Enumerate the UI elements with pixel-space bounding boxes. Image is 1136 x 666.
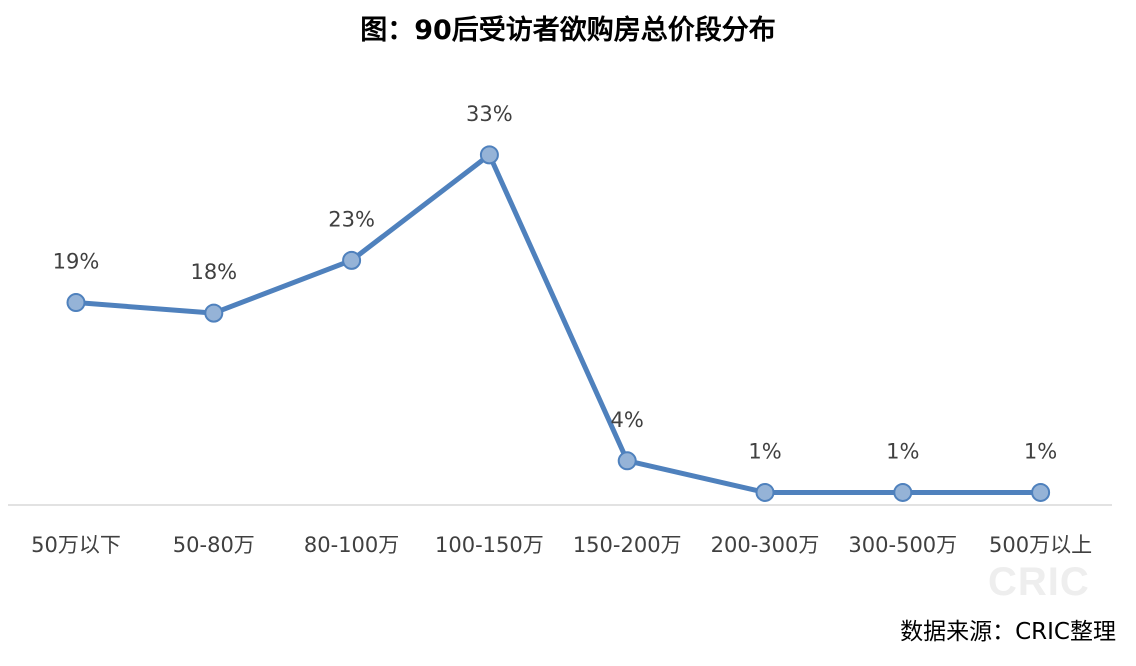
- data-label: 19%: [53, 250, 100, 274]
- data-point-marker: [893, 482, 913, 502]
- data-point-marker: [204, 303, 224, 323]
- x-tick-label: 50万以下: [31, 533, 121, 557]
- data-label: 18%: [190, 260, 237, 284]
- data-label: 1%: [886, 439, 919, 463]
- data-point-marker: [342, 250, 362, 270]
- data-label: 1%: [1024, 439, 1057, 463]
- chart-title: 图：90后受访者欲购房总价段分布: [360, 15, 776, 46]
- cric-watermark: CRIC: [988, 560, 1090, 604]
- data-point-marker: [66, 293, 86, 313]
- data-label: 33%: [466, 102, 513, 126]
- x-tick-label: 150-200万: [573, 533, 682, 557]
- x-tick-label: 200-300万: [711, 533, 820, 557]
- data-point-marker: [755, 482, 775, 502]
- x-tick-label: 50-80万: [173, 533, 255, 557]
- data-source-note: 数据来源：CRIC整理: [900, 619, 1116, 645]
- data-label: 4%: [611, 408, 644, 432]
- data-point-marker: [617, 451, 637, 471]
- data-point-marker: [479, 145, 499, 165]
- x-tick-label: 300-500万: [848, 533, 957, 557]
- data-point-marker: [1031, 482, 1051, 502]
- series-line: [73, 152, 1044, 495]
- data-label: 23%: [328, 207, 375, 231]
- x-tick-label: 80-100万: [304, 533, 399, 557]
- data-label: 1%: [748, 439, 781, 463]
- x-tick-label: 100-150万: [435, 533, 544, 557]
- x-tick-label: 500万以上: [989, 533, 1092, 557]
